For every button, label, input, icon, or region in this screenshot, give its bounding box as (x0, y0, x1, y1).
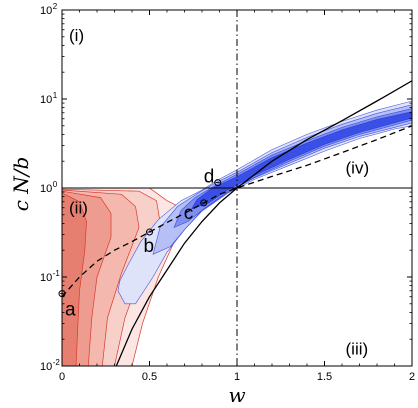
y-tick-label: 100 (40, 180, 58, 195)
region-label-3: (iii) (346, 339, 369, 358)
y-tick-exponent: 1 (53, 91, 58, 100)
y-tick-label: 101 (40, 91, 58, 106)
y-tick-exponent: 2 (53, 2, 58, 11)
point-marker-c (200, 199, 208, 207)
x-tick-label: 1 (234, 371, 240, 383)
y-tick-label: 102 (40, 2, 58, 17)
point-marker-b (146, 228, 153, 236)
region-label-4: (iv) (346, 159, 370, 178)
x-tick-label: 2 (409, 371, 415, 383)
y-tick-label: 10-2 (40, 358, 60, 373)
point-label-c: c (184, 203, 194, 224)
point-label-a: a (65, 300, 76, 321)
point-label-b: b (144, 236, 155, 257)
solid-boundary-curve (115, 80, 412, 366)
y-axis-label: c N/b (9, 157, 33, 212)
reference-lines (62, 10, 412, 366)
red-contour-level-5 (62, 192, 87, 366)
blue-contour-region (117, 100, 412, 305)
curve-layer (62, 80, 412, 366)
x-tick-label: 0.5 (142, 371, 157, 383)
region-labels: (i) (ii) (iii) (iv) (69, 26, 369, 359)
y-tick-exponent: -1 (53, 269, 61, 278)
x-tick-label: 1.5 (317, 371, 332, 383)
red-contour-region (62, 187, 182, 366)
x-axis-label: w (228, 383, 245, 407)
region-label-2: (ii) (69, 198, 88, 217)
region-label-1: (i) (69, 26, 84, 45)
dashed-trajectory-curve (62, 125, 412, 298)
point-marker-d (214, 179, 222, 187)
y-tick-exponent: -2 (53, 358, 61, 367)
x-tick-label: 0 (59, 371, 65, 383)
y-tick-label: 10-1 (40, 269, 60, 284)
point-label-d: d (204, 167, 215, 188)
y-tick-exponent: 0 (53, 180, 58, 189)
